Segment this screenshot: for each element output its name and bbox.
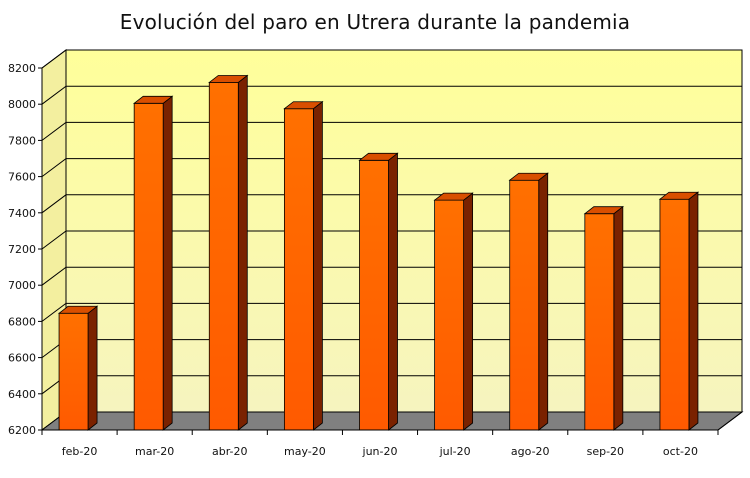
gridline bbox=[41, 121, 742, 141]
x-tick-label: may-20 bbox=[284, 445, 326, 458]
bar-top bbox=[433, 192, 474, 201]
gridline bbox=[41, 49, 742, 69]
y-axis-ticks: 6200 6400 6600 6800 7000 7200 7400 7600 7800 8000… bbox=[8, 62, 42, 437]
bar-side bbox=[388, 152, 398, 431]
bar-jul-20 bbox=[433, 192, 474, 431]
floor-edge bbox=[717, 411, 743, 431]
y-tick-label: 7400 bbox=[8, 207, 36, 220]
bar-may-20 bbox=[283, 100, 324, 431]
bar-top bbox=[583, 206, 624, 215]
x-axis-ticks: feb-20 mar-20 abr-20 may-20 jun-20 jul-20 ago-… bbox=[41, 430, 719, 458]
x-tick-label: ago-20 bbox=[511, 445, 550, 458]
x-tick-label: oct-20 bbox=[663, 445, 698, 458]
bar-front bbox=[283, 108, 314, 431]
bar-side bbox=[538, 172, 549, 431]
bar-top bbox=[508, 172, 549, 181]
y-tick-label: 7200 bbox=[8, 243, 36, 256]
y-tick-label: 6600 bbox=[8, 352, 36, 365]
y-tick-label: 6800 bbox=[8, 315, 36, 328]
y-tick-label: 7600 bbox=[8, 171, 36, 184]
y-tick-label: 7800 bbox=[8, 134, 36, 147]
chart-title: Evolución del paro en Utrera durante la … bbox=[119, 10, 631, 34]
bar-oct-20 bbox=[658, 191, 700, 431]
y-tick-label: 8000 bbox=[8, 98, 36, 111]
bar-top bbox=[358, 152, 399, 161]
bar-top bbox=[283, 101, 324, 110]
bar-side bbox=[312, 100, 323, 431]
y-tick-label: 8200 bbox=[8, 62, 36, 75]
x-tick-label: abr-20 bbox=[212, 445, 248, 458]
bar-top bbox=[658, 191, 700, 200]
bar-top bbox=[208, 75, 249, 83]
x-tick-label: jun-20 bbox=[362, 445, 398, 458]
bar-front bbox=[434, 199, 465, 431]
bar-front bbox=[359, 159, 389, 431]
x-tick-label: jul-20 bbox=[439, 445, 471, 458]
bar-side bbox=[87, 305, 98, 431]
bar-front bbox=[58, 312, 89, 431]
bar-side bbox=[688, 191, 699, 431]
bar-top bbox=[57, 305, 99, 314]
y-tick-label: 7000 bbox=[8, 279, 36, 292]
bar-top bbox=[133, 95, 174, 104]
bar-abr-20 bbox=[208, 74, 249, 431]
bar-side bbox=[237, 74, 248, 431]
x-tick-label: sep-20 bbox=[587, 445, 624, 458]
bar-mar-20 bbox=[133, 95, 174, 431]
bar-sep-20 bbox=[583, 205, 624, 431]
gridline bbox=[41, 158, 742, 178]
y-tick-label: 6400 bbox=[8, 388, 36, 401]
bar-ago-20 bbox=[508, 172, 549, 431]
bar-front bbox=[133, 102, 164, 431]
x-tick-label: feb-20 bbox=[62, 445, 98, 458]
bar-jun-20 bbox=[358, 152, 399, 431]
bar-front bbox=[208, 82, 239, 431]
bar-side bbox=[463, 192, 474, 431]
bar-front bbox=[509, 179, 540, 431]
x-tick-label: mar-20 bbox=[135, 445, 174, 458]
bar-side bbox=[613, 205, 624, 431]
gridline bbox=[41, 85, 742, 105]
bar-front bbox=[659, 198, 690, 431]
bar-front bbox=[584, 213, 615, 431]
y-tick-label: 6200 bbox=[8, 424, 36, 437]
bar-feb-20 bbox=[57, 305, 99, 431]
bars bbox=[57, 74, 700, 431]
bar-side bbox=[162, 95, 173, 431]
